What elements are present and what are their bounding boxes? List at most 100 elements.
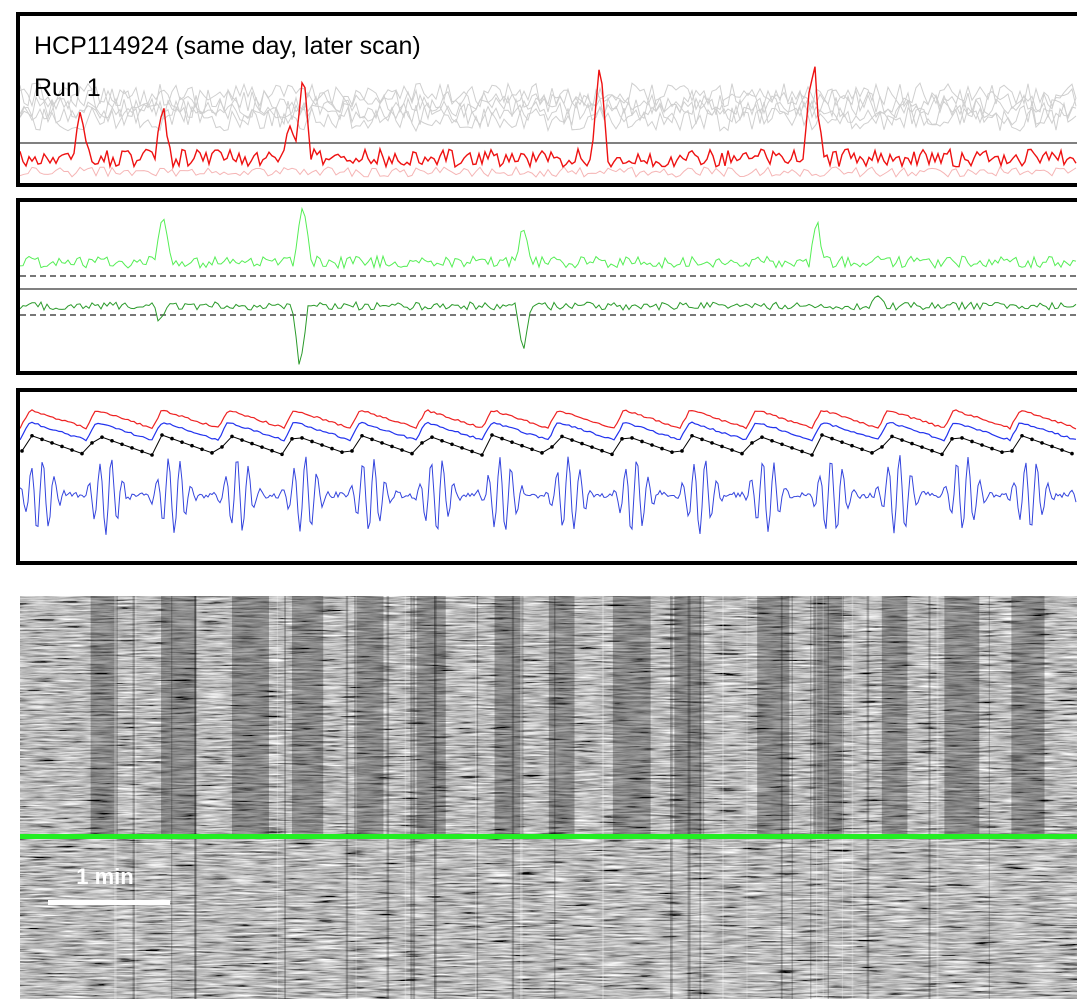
panel-frame — [16, 12, 1077, 187]
sample-dot — [770, 438, 774, 443]
sample-dot — [690, 433, 694, 438]
sample-dot — [910, 441, 914, 446]
trace — [20, 99, 1077, 127]
band — [90, 596, 118, 834]
streak — [936, 596, 939, 999]
streak — [988, 596, 990, 999]
streak — [194, 596, 197, 999]
streak — [434, 596, 437, 999]
sample-dot — [290, 437, 294, 441]
streak — [810, 596, 812, 999]
sample-dot — [980, 443, 984, 447]
trace — [20, 455, 1077, 535]
streak — [194, 596, 197, 999]
band — [944, 596, 980, 834]
trace — [21, 434, 1073, 456]
sample-dot — [410, 451, 414, 456]
trace — [20, 105, 1077, 133]
sample-dot — [1070, 451, 1074, 456]
streak — [780, 596, 783, 999]
sample-dot — [620, 437, 624, 441]
sample-dot — [730, 448, 734, 452]
streak — [412, 596, 416, 999]
sample-dot — [850, 443, 854, 448]
sample-dot — [960, 436, 964, 440]
sample-dot — [310, 439, 314, 444]
streak — [134, 596, 137, 999]
band — [494, 596, 524, 834]
sample-dot — [860, 447, 864, 452]
sample-dot — [200, 447, 204, 452]
sample-dot — [60, 444, 64, 449]
sample-dot — [990, 446, 994, 451]
sample-dot — [820, 433, 824, 437]
sample-dot — [1030, 437, 1034, 442]
sample-dot — [530, 447, 534, 452]
trace — [20, 421, 1077, 442]
sample-dot — [1010, 449, 1014, 453]
sample-dot — [390, 444, 394, 449]
run-label: Run 1 — [34, 74, 101, 102]
sample-dot — [510, 440, 514, 444]
sample-dot — [300, 436, 304, 440]
sample-dot — [490, 433, 494, 437]
sample-dot — [650, 443, 654, 447]
band — [813, 596, 844, 834]
trace — [20, 206, 1077, 270]
sample-dot — [340, 450, 344, 454]
streak — [866, 596, 870, 999]
sample-dot — [560, 434, 564, 439]
sample-dot — [790, 446, 794, 450]
sample-dot — [50, 441, 54, 445]
sample-dot — [740, 451, 744, 456]
sample-dot — [420, 441, 424, 445]
panel-frame — [16, 388, 1077, 565]
trace — [20, 66, 1077, 170]
sample-dot — [220, 445, 224, 449]
band — [757, 596, 790, 834]
sample-dot — [540, 451, 544, 455]
band — [161, 596, 196, 834]
sample-dot — [400, 448, 404, 452]
streak — [791, 596, 793, 999]
sample-dot — [330, 446, 334, 451]
trace-panel — [20, 206, 1077, 365]
trace-panel — [20, 409, 1077, 535]
streak — [928, 596, 931, 999]
band — [548, 596, 575, 834]
sample-dot — [840, 440, 844, 444]
sample-dot — [240, 438, 244, 442]
grayplot — [20, 596, 1077, 999]
sample-dot — [70, 448, 74, 452]
sample-dot — [780, 442, 784, 447]
sample-dot — [110, 438, 114, 443]
sample-dot — [750, 441, 754, 445]
streak — [553, 596, 556, 999]
sample-dot — [250, 441, 254, 446]
sample-dot — [450, 442, 454, 447]
sample-dot — [700, 437, 704, 442]
streak — [476, 596, 479, 999]
sample-dot — [170, 436, 174, 441]
sample-dot — [100, 435, 104, 439]
band — [291, 596, 324, 834]
panel-frame — [16, 198, 1077, 375]
sample-dot — [210, 451, 214, 455]
sample-dot — [480, 453, 484, 457]
trace — [20, 409, 1077, 431]
trace — [20, 295, 1077, 365]
sample-dot — [430, 435, 434, 439]
sample-dot — [630, 436, 634, 440]
band — [231, 596, 269, 834]
trace-panel — [20, 66, 1077, 178]
sample-dot — [930, 448, 934, 453]
sample-dot — [190, 443, 194, 448]
sample-dot — [440, 438, 444, 443]
streak — [114, 596, 117, 999]
streak — [434, 596, 436, 999]
sample-dot — [900, 438, 904, 442]
band — [674, 596, 705, 834]
sample-dot — [710, 441, 714, 445]
sample-dot — [950, 437, 954, 441]
sample-dot — [20, 449, 24, 453]
